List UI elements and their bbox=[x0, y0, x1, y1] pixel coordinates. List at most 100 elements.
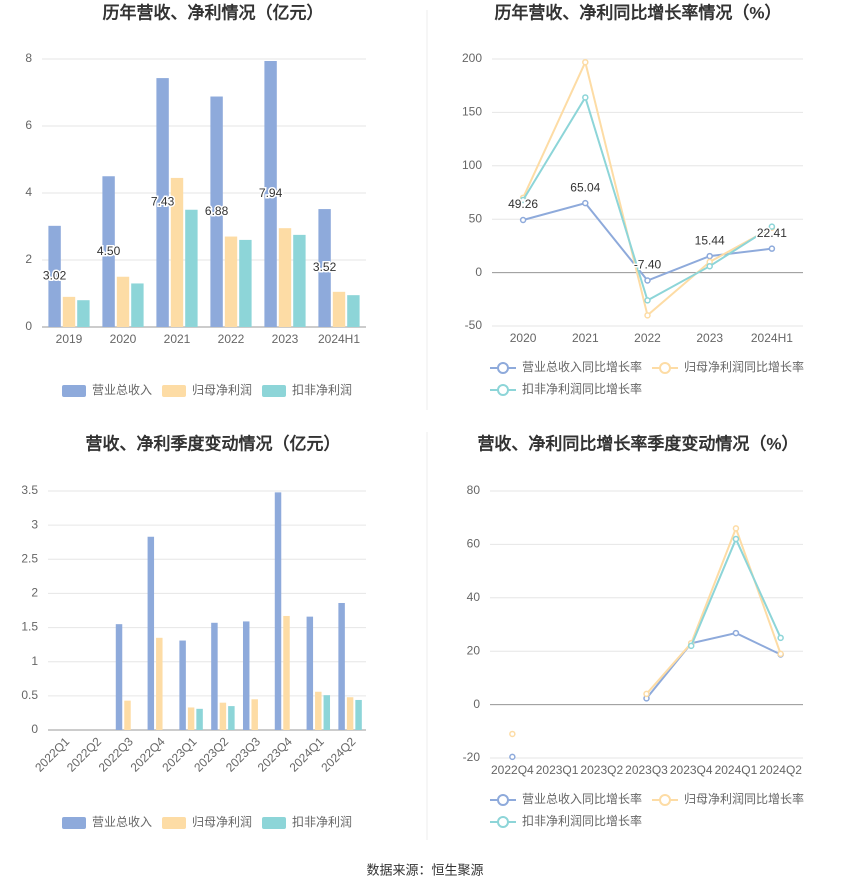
y-tick-label: 0.5 bbox=[21, 688, 38, 702]
legend-swatch[interactable] bbox=[262, 385, 286, 397]
point bbox=[644, 312, 651, 319]
bar bbox=[242, 621, 250, 730]
point bbox=[768, 245, 776, 252]
bar bbox=[211, 622, 218, 730]
data-label: 22.41 bbox=[757, 226, 787, 240]
legend-marker[interactable] bbox=[659, 362, 671, 374]
legend-marker[interactable] bbox=[497, 794, 509, 806]
legend-label[interactable]: 扣非净利润同比增长率 bbox=[522, 813, 642, 828]
bar bbox=[102, 176, 115, 327]
point bbox=[706, 262, 713, 270]
legend-label[interactable]: 归母净利润同比增长率 bbox=[684, 359, 804, 374]
y-tick-label: 40 bbox=[467, 590, 481, 604]
data-label: 4.50 bbox=[97, 244, 121, 258]
x-tick-label: 2024Q1 bbox=[715, 763, 758, 777]
legend-label[interactable]: 扣非净利润 bbox=[292, 383, 352, 397]
chart-title: 营收、净利季度变动情况（亿元） bbox=[86, 433, 341, 453]
bar bbox=[187, 707, 195, 730]
y-tick-label: 3 bbox=[31, 517, 38, 531]
x-tick-label: 2020 bbox=[510, 331, 537, 345]
x-tick-label: 2024H1 bbox=[318, 332, 360, 346]
bar bbox=[179, 640, 186, 730]
data-label: 7.43 bbox=[151, 195, 175, 209]
x-tick-label: 2023Q1 bbox=[536, 763, 579, 777]
x-tick-label: 2021 bbox=[572, 331, 599, 345]
chart-title: 历年营收、净利同比增长率情况（%） bbox=[494, 2, 781, 22]
bar bbox=[306, 616, 314, 730]
legend-label[interactable]: 扣非净利润同比增长率 bbox=[522, 381, 642, 396]
bar bbox=[338, 602, 345, 730]
y-tick-label: 200 bbox=[462, 51, 482, 65]
line bbox=[645, 525, 782, 695]
bar bbox=[355, 699, 362, 730]
data-label: 3.02 bbox=[43, 269, 67, 283]
y-tick-label: 1 bbox=[31, 654, 38, 668]
legend-label[interactable]: 归母净利润 bbox=[192, 815, 252, 829]
x-tick-label: 2024H1 bbox=[751, 331, 793, 345]
legend-label[interactable]: 营业总收入同比增长率 bbox=[522, 359, 642, 374]
bar bbox=[48, 225, 61, 327]
legend-label[interactable]: 营业总收入 bbox=[92, 383, 152, 397]
legend-marker[interactable] bbox=[497, 384, 509, 396]
bar bbox=[278, 228, 292, 327]
legend-swatch[interactable] bbox=[62, 385, 86, 397]
bar bbox=[228, 706, 235, 730]
data-label: 65.04 bbox=[570, 180, 600, 194]
bar bbox=[147, 536, 155, 730]
bar bbox=[156, 78, 169, 327]
x-tick-label: 2022 bbox=[218, 332, 245, 346]
point bbox=[643, 690, 650, 698]
bar bbox=[323, 695, 331, 730]
bar bbox=[77, 300, 90, 327]
chart-title: 营收、净利同比增长率季度变动情况（%） bbox=[477, 433, 798, 453]
point bbox=[509, 753, 516, 761]
data-label: -7.40 bbox=[634, 258, 662, 272]
legend-swatch[interactable] bbox=[162, 385, 186, 397]
bar bbox=[170, 177, 184, 327]
bar bbox=[251, 699, 258, 730]
legend-marker[interactable] bbox=[497, 362, 509, 374]
data-label: 3.52 bbox=[313, 260, 337, 274]
y-tick-label: 80 bbox=[467, 483, 481, 497]
y-tick-label: 2 bbox=[31, 586, 38, 600]
point bbox=[644, 277, 651, 284]
x-tick-label: 2023Q4 bbox=[670, 763, 713, 777]
y-tick-label: 1.5 bbox=[21, 620, 38, 634]
y-tick-label: 2 bbox=[25, 252, 32, 266]
y-tick-label: 4 bbox=[25, 185, 32, 199]
x-tick-label: 2020 bbox=[110, 332, 137, 346]
legend-swatch[interactable] bbox=[262, 817, 286, 829]
point bbox=[582, 94, 589, 101]
point bbox=[644, 297, 651, 304]
bar bbox=[332, 291, 346, 327]
legend-label[interactable]: 归母净利润 bbox=[192, 383, 252, 397]
bar bbox=[283, 615, 290, 730]
bar bbox=[264, 61, 277, 327]
bar bbox=[318, 209, 331, 327]
legend-swatch[interactable] bbox=[162, 817, 186, 829]
legend-label[interactable]: 营业总收入 bbox=[92, 815, 152, 829]
point bbox=[768, 223, 776, 230]
bar bbox=[210, 96, 223, 328]
point bbox=[687, 642, 695, 650]
x-tick-label: 2024Q2 bbox=[759, 763, 802, 777]
y-tick-label: 2.5 bbox=[21, 551, 38, 565]
x-tick-label: 2022 bbox=[634, 331, 661, 345]
bar bbox=[347, 295, 360, 327]
x-tick-label: 2023Q2 bbox=[580, 763, 623, 777]
legend-marker[interactable] bbox=[659, 794, 671, 806]
data-label: 15.44 bbox=[695, 233, 725, 247]
y-tick-label: -20 bbox=[463, 750, 481, 764]
data-label: 6.88 bbox=[205, 204, 229, 218]
legend-swatch[interactable] bbox=[62, 817, 86, 829]
legend-label[interactable]: 扣非净利润 bbox=[292, 815, 352, 829]
legend-label[interactable]: 营业总收入同比增长率 bbox=[522, 791, 642, 806]
y-tick-label: 20 bbox=[467, 643, 481, 657]
legend-marker[interactable] bbox=[497, 816, 509, 828]
y-tick-label: 50 bbox=[469, 211, 483, 225]
y-tick-label: 150 bbox=[462, 105, 482, 119]
legend-label[interactable]: 归母净利润同比增长率 bbox=[684, 791, 804, 806]
y-tick-label: 0 bbox=[475, 265, 482, 279]
bar bbox=[315, 691, 322, 730]
